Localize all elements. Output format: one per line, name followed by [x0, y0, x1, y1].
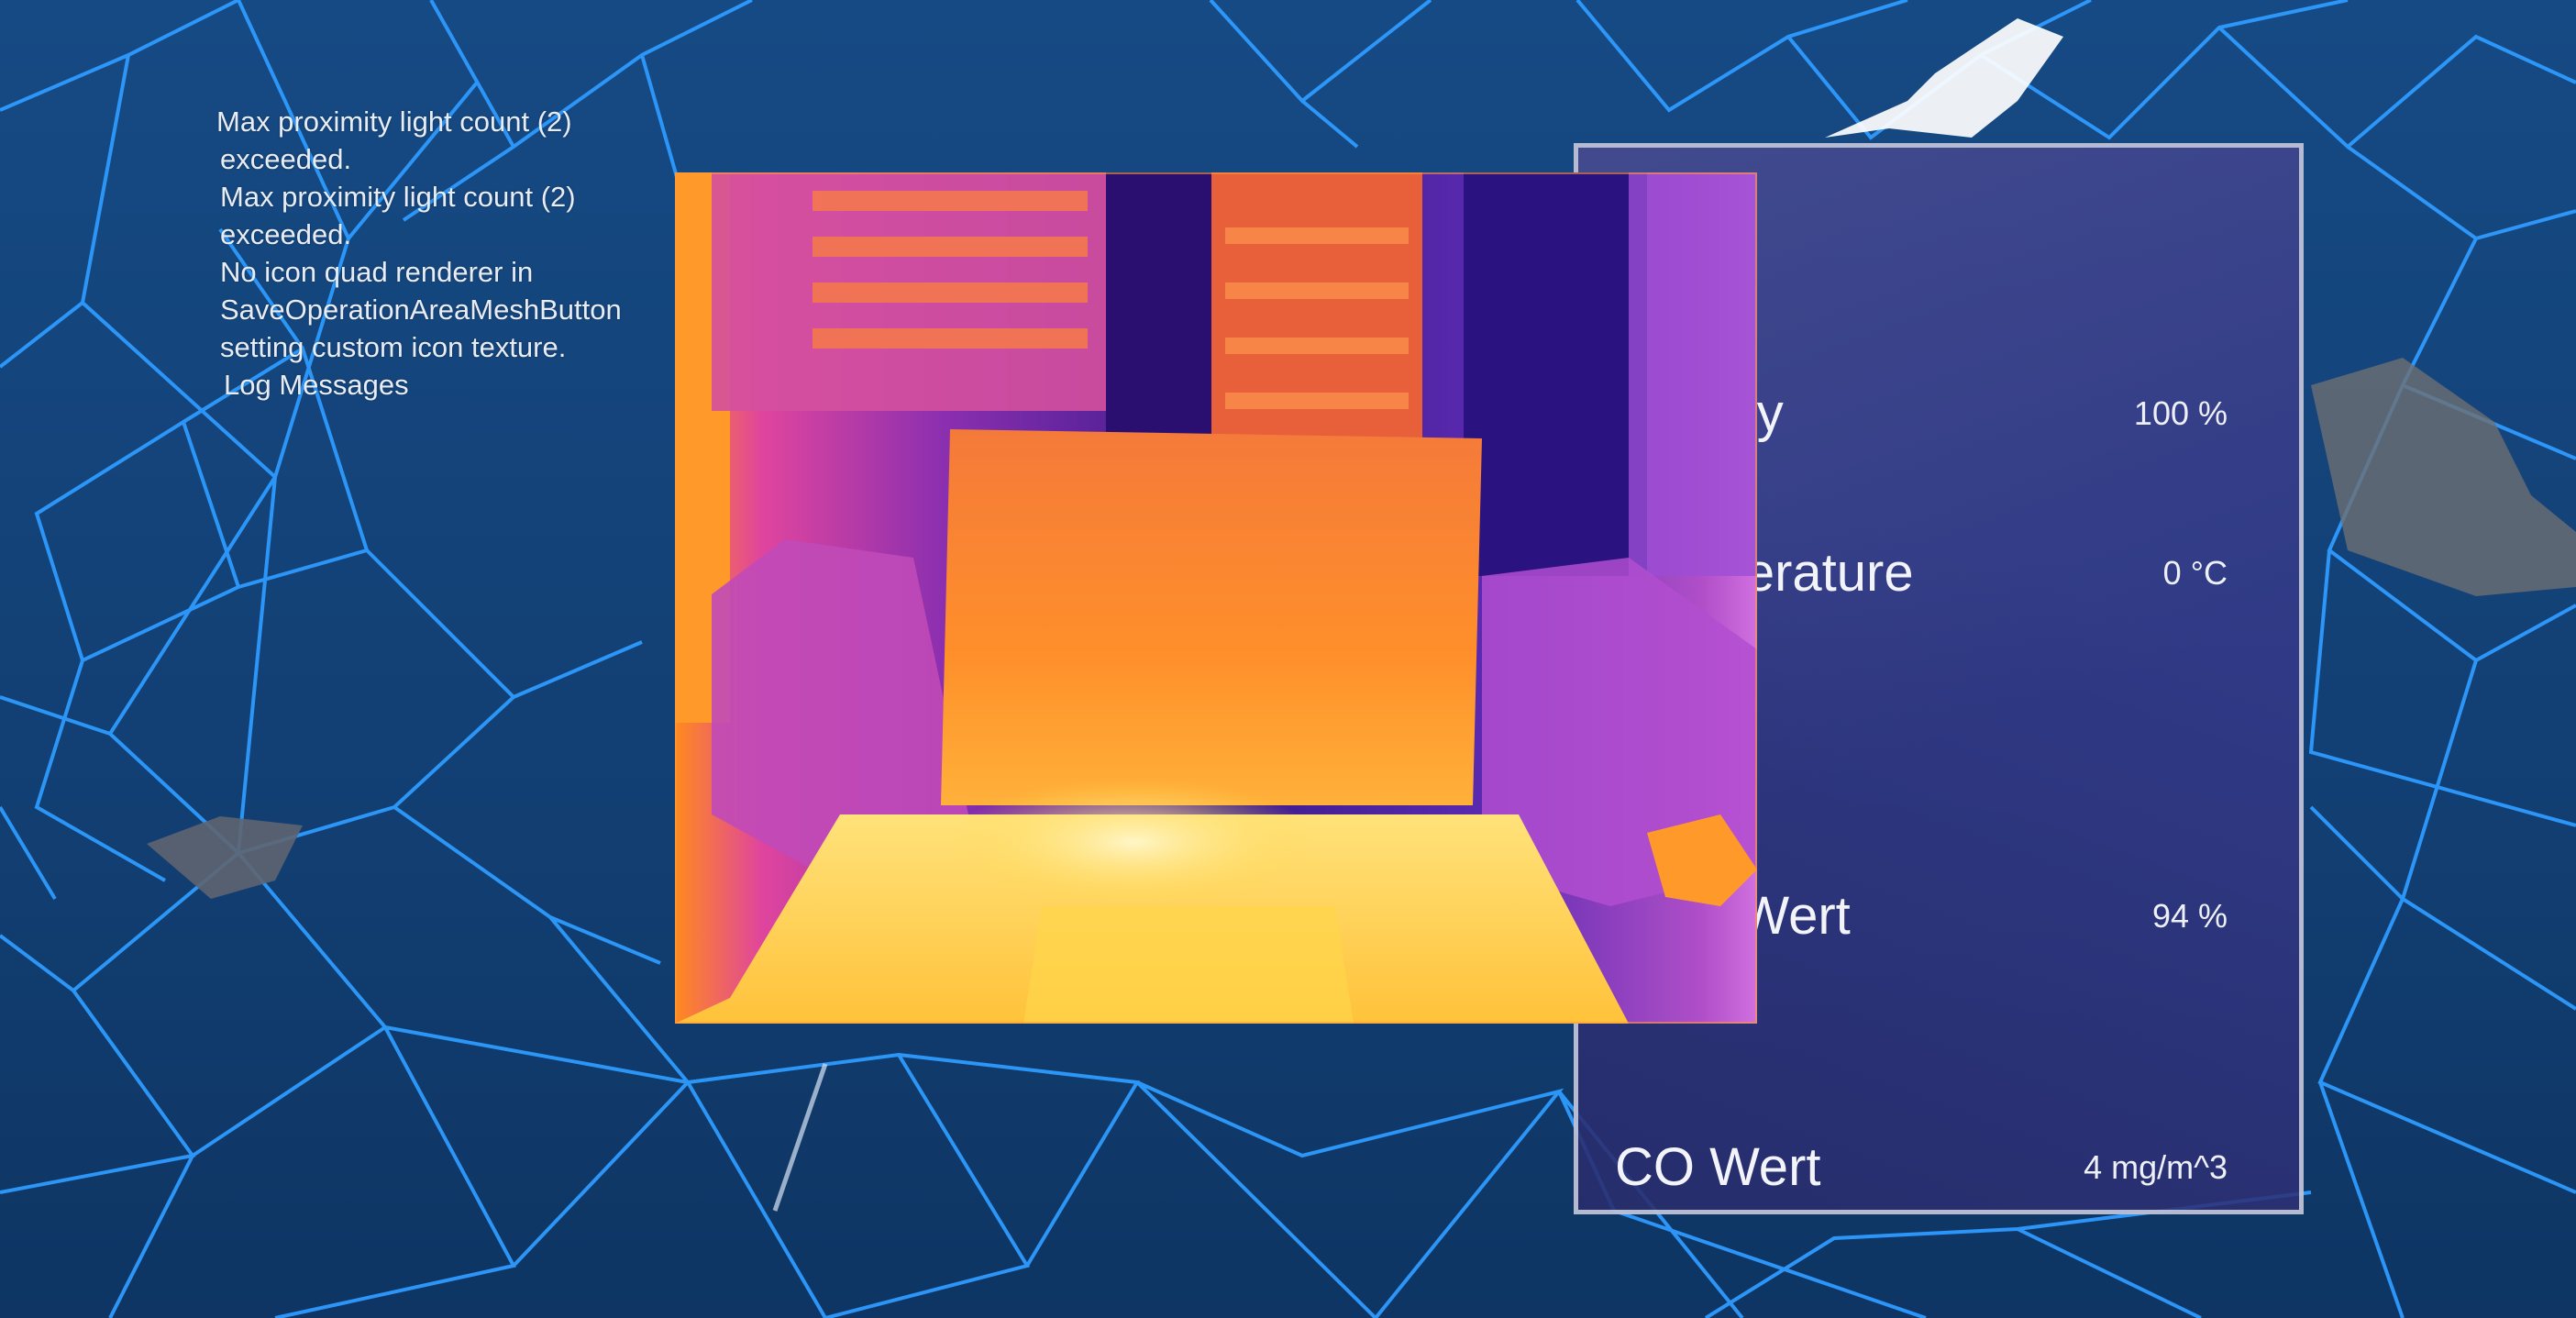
log-line: No icon quad renderer in [220, 256, 534, 288]
sensor-label: CO Wert [1615, 1137, 1821, 1197]
log-line: exceeded. [220, 218, 352, 250]
log-title: Log Messages [224, 369, 409, 401]
thermal-camera-image[interactable] [675, 172, 1757, 1024]
sensor-value: 0 °C [2162, 554, 2228, 592]
log-line: setting custom icon texture. [220, 331, 567, 363]
log-line: SaveOperationAreaMeshButton [220, 294, 622, 326]
sensor-value: 94 % [2151, 897, 2228, 935]
log-line: Max proximity light count (2) [220, 181, 576, 213]
log-line: Max proximity light count (2) [216, 105, 572, 138]
sensor-row-co: CO Wert 4 mg/m^3 [1578, 1113, 2299, 1210]
log-messages: Max proximity light count (2) exceeded. … [216, 103, 675, 404]
sensor-value: 4 mg/m^3 [2084, 1148, 2228, 1186]
sensor-value: 100 % [2133, 394, 2228, 432]
log-line: exceeded. [220, 143, 352, 175]
